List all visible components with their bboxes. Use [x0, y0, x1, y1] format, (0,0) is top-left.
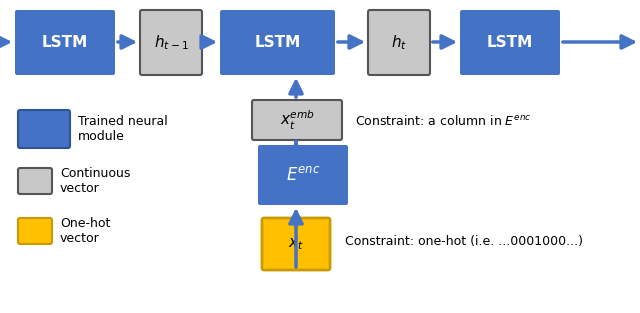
Text: Constraint: one-hot (i.e. ...0001000...): Constraint: one-hot (i.e. ...0001000...)	[345, 234, 583, 248]
Text: $\mathbf{\it{x}}_t$: $\mathbf{\it{x}}_t$	[288, 236, 304, 252]
FancyBboxPatch shape	[220, 10, 335, 75]
FancyBboxPatch shape	[15, 10, 115, 75]
Text: $\mathit{E}^{enc}$: $\mathit{E}^{enc}$	[285, 166, 320, 184]
Text: $\mathbf{\it{h}}_{t-1}$: $\mathbf{\it{h}}_{t-1}$	[154, 33, 188, 52]
FancyBboxPatch shape	[258, 145, 348, 205]
Text: Continuous
vector: Continuous vector	[60, 167, 131, 195]
FancyBboxPatch shape	[140, 10, 202, 75]
Text: LSTM: LSTM	[254, 35, 301, 50]
FancyBboxPatch shape	[262, 218, 330, 270]
FancyBboxPatch shape	[18, 110, 70, 148]
FancyBboxPatch shape	[460, 10, 560, 75]
Text: Trained neural
module: Trained neural module	[78, 115, 168, 143]
FancyBboxPatch shape	[368, 10, 430, 75]
Text: One-hot
vector: One-hot vector	[60, 217, 110, 245]
FancyBboxPatch shape	[18, 168, 52, 194]
Text: Constraint: a column in $E^{enc}$: Constraint: a column in $E^{enc}$	[355, 114, 531, 128]
FancyBboxPatch shape	[252, 100, 342, 140]
Text: $\mathbf{\it{h}}_t$: $\mathbf{\it{h}}_t$	[391, 33, 407, 52]
FancyBboxPatch shape	[18, 218, 52, 244]
Text: $\mathbf{\it{x}}_t^{emb}$: $\mathbf{\it{x}}_t^{emb}$	[280, 108, 314, 131]
Text: LSTM: LSTM	[42, 35, 88, 50]
Text: LSTM: LSTM	[487, 35, 533, 50]
